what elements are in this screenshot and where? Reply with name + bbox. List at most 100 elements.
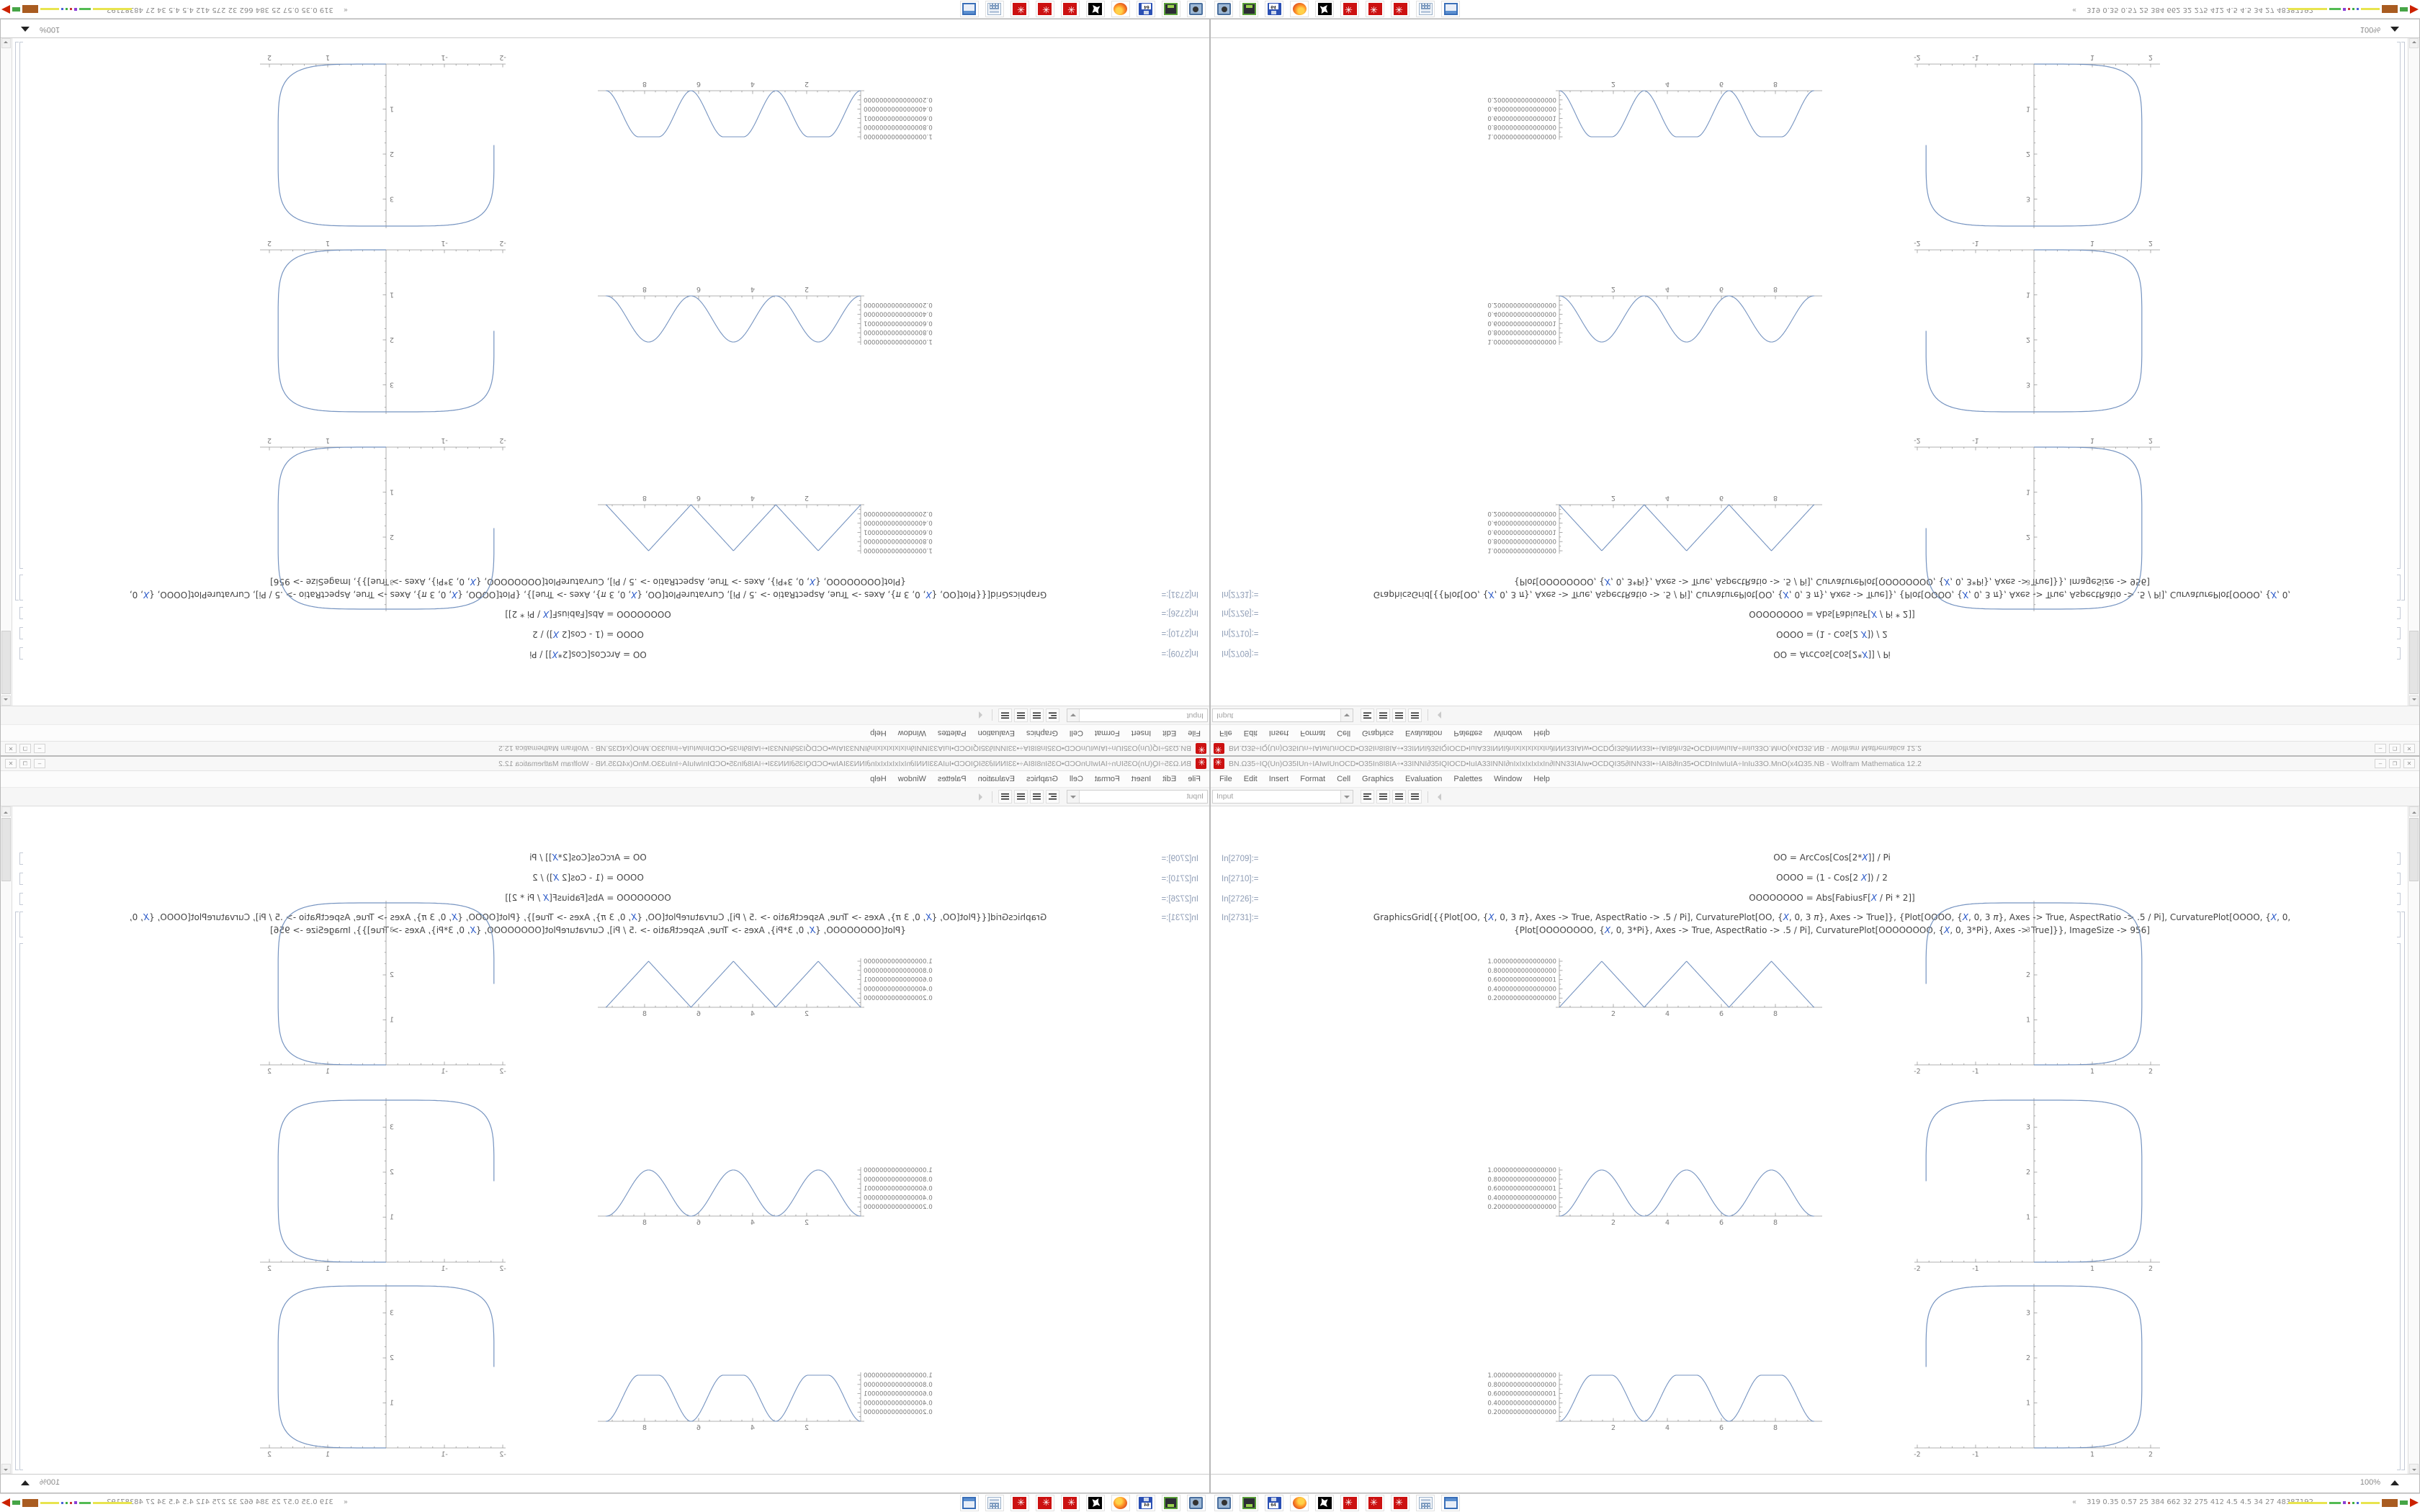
window-title-bar[interactable]: BN.Ω35÷IQ(Un)O35IUn÷IAIwIUnOCD•O35In8I8I…	[1211, 757, 2419, 771]
chevron-left-icon[interactable]: «	[343, 1498, 349, 1506]
red-gear-icon[interactable]	[1391, 1, 1410, 17]
card-reader-icon[interactable]	[1240, 1, 1258, 17]
cell-bracket[interactable]	[2397, 647, 2401, 660]
scrollbar-thumb[interactable]	[2409, 818, 2419, 881]
red-gear-icon[interactable]	[1366, 1, 1384, 17]
dark-flame-icon[interactable]	[1315, 1495, 1334, 1511]
close-button[interactable]	[2403, 759, 2415, 768]
menu-edit[interactable]: Edit	[1243, 729, 1258, 737]
input-cell-code[interactable]: GraphicsGrid[{{Plot[OO, {X, 0, 3 π}, Axe…	[129, 912, 1047, 922]
red-gear-icon[interactable]	[1061, 1495, 1080, 1511]
calculator-icon[interactable]	[1416, 1495, 1435, 1511]
menu-edit[interactable]: Edit	[1243, 775, 1258, 783]
align-justify-button[interactable]	[998, 790, 1012, 804]
back-triangle-icon[interactable]	[1434, 711, 1441, 719]
menu-evaluation[interactable]: Evaluation	[977, 729, 1015, 737]
input-cell-code[interactable]: OO = ArcCos[Cos[2*X]] / Pi	[1773, 852, 1891, 863]
menu-help[interactable]: Help	[870, 775, 887, 783]
notebook-content[interactable]: In[2709]:= In[2710]:= In[2726]:= In[2731…	[12, 806, 1209, 1474]
input-cell-code[interactable]: GraphicsGrid[{{Plot[OO, {X, 0, 3 π}, Axe…	[1373, 912, 2291, 922]
window-title-bar[interactable]: BN.Ω35÷IQ(Un)O35IUn÷IAIwIUnOCD•O35In8I8I…	[1, 741, 1209, 755]
menu-graphics[interactable]: Graphics	[1362, 729, 1394, 737]
dark-flame-icon[interactable]	[1086, 1495, 1105, 1511]
menu-format[interactable]: Format	[1300, 729, 1326, 737]
cell-style-combo[interactable]: Input	[1212, 790, 1353, 804]
menu-format[interactable]: Format	[1094, 775, 1120, 783]
magnification-value[interactable]: 100%	[40, 1478, 60, 1487]
magnification-value[interactable]: 100%	[40, 25, 60, 34]
cell-bracket[interactable]	[19, 627, 23, 639]
chevron-down-icon[interactable]	[1340, 709, 1353, 721]
system-monitor-icon[interactable]	[1214, 1495, 1233, 1511]
menu-insert[interactable]: Insert	[1268, 775, 1289, 783]
input-cell-code[interactable]: {Plot[OOOOOOOO, {X, 0, 3*Pi}, Axes -> Tr…	[1514, 925, 2150, 935]
chevron-left-icon[interactable]: «	[2071, 6, 2077, 14]
input-cell-code[interactable]: {Plot[OOOOOOOO, {X, 0, 3*Pi}, Axes -> Tr…	[270, 925, 906, 935]
menu-edit[interactable]: Edit	[1162, 775, 1177, 783]
cell-group-bracket[interactable]	[15, 912, 19, 1470]
cell-bracket[interactable]	[2397, 893, 2401, 905]
chevron-left-icon[interactable]: «	[2071, 1498, 2077, 1506]
menu-window[interactable]: Window	[897, 775, 926, 783]
input-cell-code[interactable]: OO = ArcCos[Cos[2*X]] / Pi	[529, 852, 647, 863]
cell-bracket[interactable]	[19, 647, 23, 660]
scroll-up-icon[interactable]	[1, 806, 11, 816]
cell-style-combo[interactable]: Input	[1067, 708, 1208, 722]
vertical-scrollbar[interactable]	[2408, 806, 2419, 1474]
chevron-down-icon[interactable]	[1340, 791, 1353, 803]
restore-button[interactable]	[2389, 744, 2401, 753]
menu-insert[interactable]: Insert	[1131, 775, 1152, 783]
menu-palettes[interactable]: Palettes	[937, 775, 967, 783]
align-right-button[interactable]	[1014, 708, 1028, 722]
align-left-button[interactable]	[1361, 790, 1374, 804]
floppy-disk-icon[interactable]: 64	[1137, 1495, 1155, 1511]
firefox-icon[interactable]	[1290, 1, 1309, 17]
minimize-button[interactable]	[2375, 759, 2386, 768]
floppy-disk-icon[interactable]: 64	[1265, 1495, 1283, 1511]
input-cell-code[interactable]: {Plot[OOOOOOOO, {X, 0, 3*Pi}, Axes -> Tr…	[270, 577, 906, 587]
red-gear-icon[interactable]	[1010, 1495, 1029, 1511]
cell-bracket[interactable]	[19, 943, 23, 1470]
cell-style-combo[interactable]: Input	[1212, 708, 1353, 722]
magnification-value[interactable]: 100%	[2360, 25, 2380, 34]
card-reader-icon[interactable]	[1162, 1495, 1180, 1511]
desktop-window-icon[interactable]	[1441, 1495, 1460, 1511]
input-cell-code[interactable]: OOOO = (1 - Cos[2 X]) / 2	[1776, 873, 1888, 883]
align-right-button[interactable]	[1392, 790, 1406, 804]
menu-palettes[interactable]: Palettes	[937, 729, 967, 737]
input-cell-code[interactable]: OOOOOOOO = Abs[FabiusF[X / Pi * 2]]	[1749, 609, 1915, 619]
scroll-down-icon[interactable]	[1, 1464, 11, 1474]
align-center-button[interactable]	[1030, 790, 1044, 804]
align-justify-button[interactable]	[1408, 708, 1422, 722]
menu-palettes[interactable]: Palettes	[1453, 775, 1483, 783]
cell-bracket[interactable]	[19, 873, 23, 885]
cell-bracket[interactable]	[19, 912, 23, 937]
align-left-button[interactable]	[1046, 790, 1059, 804]
menu-help[interactable]: Help	[1533, 775, 1550, 783]
input-cell-code[interactable]: {Plot[OOOOOOOO, {X, 0, 3*Pi}, Axes -> Tr…	[1514, 577, 2150, 587]
input-cell-code[interactable]: OO = ArcCos[Cos[2*X]] / Pi	[529, 649, 647, 660]
red-gear-icon[interactable]	[1010, 1, 1029, 17]
menu-window[interactable]: Window	[1494, 775, 1523, 783]
vertical-scrollbar[interactable]	[1, 38, 12, 706]
system-monitor-icon[interactable]	[1187, 1495, 1206, 1511]
minimize-button[interactable]	[34, 744, 45, 753]
firefox-icon[interactable]	[1111, 1495, 1130, 1511]
scrollbar-thumb[interactable]	[1, 631, 11, 694]
input-cell-code[interactable]: OOOOOOOO = Abs[FabiusF[X / Pi * 2]]	[1749, 893, 1915, 903]
menu-cell[interactable]: Cell	[1337, 729, 1351, 737]
desktop-window-icon[interactable]	[1441, 1, 1460, 17]
minimize-button[interactable]	[2375, 744, 2386, 753]
scrollbar-thumb[interactable]	[1, 818, 11, 881]
notebook-content[interactable]: In[2709]:= In[2710]:= In[2726]:= In[2731…	[1211, 806, 2408, 1474]
vertical-scrollbar[interactable]	[1, 806, 12, 1474]
red-gear-icon[interactable]	[1340, 1, 1359, 17]
menu-cell[interactable]: Cell	[1337, 775, 1351, 783]
cell-group-bracket[interactable]	[2401, 912, 2405, 1470]
menu-palettes[interactable]: Palettes	[1453, 729, 1483, 737]
input-cell-code[interactable]: OO = ArcCos[Cos[2*X]] / Pi	[1773, 649, 1891, 660]
window-title-bar[interactable]: BN.Ω35÷IQ(Un)O35IUn÷IAIwIUnOCD•O35In8I8I…	[1211, 741, 2419, 755]
cell-bracket[interactable]	[2397, 627, 2401, 639]
back-triangle-icon[interactable]	[979, 711, 986, 719]
desktop-window-icon[interactable]	[960, 1, 979, 17]
